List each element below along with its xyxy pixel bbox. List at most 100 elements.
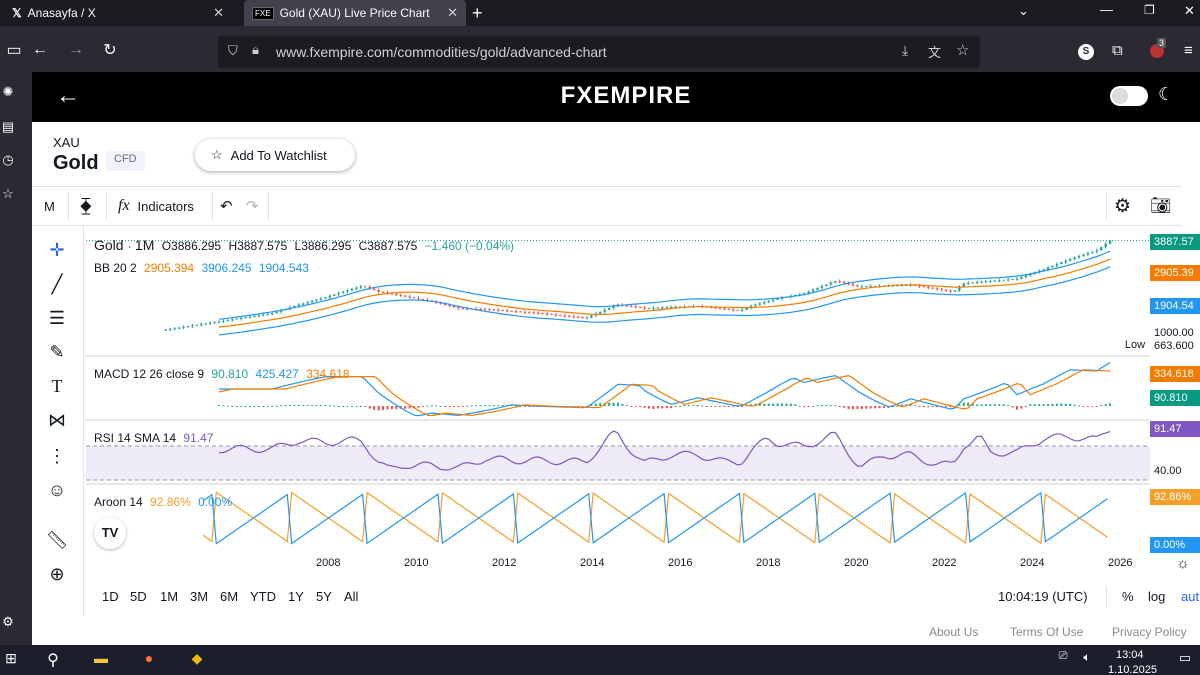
network-icon[interactable]: ⎚ (1058, 650, 1068, 662)
macd-histogram-bar (1069, 403, 1072, 406)
range-3m[interactable]: 3M (190, 589, 209, 604)
emoji-icon[interactable]: ☺ (47, 480, 67, 500)
extensions-icon[interactable]: ⧉ (1112, 42, 1123, 59)
footer-terms[interactable]: Terms Of Use (1010, 625, 1084, 639)
file-explorer-icon[interactable]: ▬ (94, 650, 108, 666)
chatbot-icon[interactable]: ✺ (2, 84, 14, 99)
tab-list-icon[interactable]: ⌄ (1018, 3, 1029, 18)
candles-icon[interactable]: ⧱ (80, 196, 92, 215)
candle-body (337, 293, 340, 295)
utc-clock[interactable]: 10:04:19 (UTC) (998, 589, 1088, 604)
divider (268, 192, 269, 220)
candle-body (612, 306, 615, 309)
ruler-icon[interactable]: 📏︎ (45, 530, 69, 550)
notifications-icon[interactable]: ▭ (1178, 650, 1192, 665)
camera-icon[interactable]: 📷︎ (1150, 196, 1172, 215)
forward-icon[interactable]: → (68, 41, 84, 58)
range-1m[interactable]: 1M (160, 589, 179, 604)
indicators-button[interactable]: fx Indicators (118, 190, 194, 222)
prediction-icon[interactable]: ⋮ (48, 446, 66, 466)
macd-histogram-bar (980, 404, 983, 406)
restore-icon[interactable]: ❐ (1144, 3, 1155, 17)
price-chart[interactable] (86, 226, 1150, 576)
macd-histogram-bar (617, 402, 619, 406)
footer-about[interactable]: About Us (929, 625, 979, 639)
zoom-in-icon[interactable]: ⊕ (49, 564, 65, 584)
range-all[interactable]: All (344, 589, 359, 604)
bookmarks-icon[interactable]: ☆ (2, 186, 14, 201)
add-to-watchlist-button[interactable]: ☆ Add To Watchlist (195, 139, 355, 171)
range-5y[interactable]: 5Y (316, 589, 332, 604)
new-tab-icon[interactable]: + (472, 3, 483, 23)
range-5d[interactable]: 5D (130, 589, 147, 604)
customize-icon[interactable]: ⚙ (2, 614, 14, 629)
tab-x[interactable]: 𝕏 Anasayfa / X ✕ (4, 0, 232, 26)
candle-body (576, 316, 580, 318)
auto-scale-button[interactable]: aut (1181, 589, 1200, 604)
candle-body (949, 290, 952, 292)
sidebar-toggle-icon[interactable]: ▭ (6, 42, 22, 59)
candle-body (1020, 277, 1023, 279)
candle-body (607, 308, 611, 310)
firefox-icon[interactable]: ● (144, 650, 154, 666)
percent-scale-button[interactable]: % (1122, 589, 1134, 604)
url-bar[interactable]: ⛉ 🔒︎ www.fxempire.com/commodities/gold/a… (218, 36, 980, 68)
pattern-icon[interactable]: ⋈ (48, 410, 66, 430)
translate-icon[interactable]: 文 (928, 45, 942, 60)
back-arrow-icon[interactable]: ← (56, 82, 80, 109)
candle-body (1086, 253, 1090, 255)
close-tab-icon[interactable]: ✕ (447, 5, 458, 20)
interval-button[interactable]: M (44, 198, 55, 214)
fxempire-logo[interactable]: FXEMPIRE (560, 82, 692, 109)
bb-lower: 1904.543 (258, 261, 309, 275)
range-1y[interactable]: 1Y (288, 589, 304, 604)
macd-histogram-bar (492, 405, 495, 407)
trendline-icon[interactable]: ╱ (51, 274, 63, 294)
range-ytd[interactable]: YTD (250, 589, 276, 604)
chart-settings-icon[interactable]: ☼ (1176, 555, 1190, 572)
tradingview-logo[interactable]: TV (94, 517, 126, 549)
macd-histogram-bar (1029, 404, 1032, 406)
lock-icon[interactable]: 🔒︎ (252, 42, 259, 57)
minimize-icon[interactable]: — (1100, 2, 1113, 17)
moon-icon[interactable]: ☾ (1158, 84, 1175, 104)
taskbar-time[interactable]: 13:04 (1116, 649, 1144, 661)
close-window-icon[interactable]: ✕ (1184, 3, 1195, 18)
menu-icon[interactable]: ≡ (1184, 42, 1193, 59)
range-1d[interactable]: 1D (102, 589, 119, 604)
undo-icon[interactable]: ↶ (220, 198, 233, 215)
time-axis[interactable] (86, 556, 1150, 576)
text-icon[interactable]: T (51, 376, 63, 396)
crosshair-icon[interactable]: ✛ (49, 240, 65, 260)
tab-fxempire[interactable]: FXE Gold (XAU) Live Price Chart & H ✕ (244, 0, 466, 26)
volume-icon[interactable]: 🔈︎ (1083, 650, 1091, 664)
binance-icon[interactable]: ◆ (191, 650, 203, 666)
candle-body (829, 282, 832, 285)
reload-icon[interactable]: ↻ (103, 42, 117, 59)
history-icon[interactable]: ◷ (2, 152, 14, 167)
footer-privacy[interactable]: Privacy Policy (1112, 625, 1187, 639)
settings-icon[interactable]: ⚙ (1114, 195, 1132, 217)
search-icon[interactable]: ⚲ (47, 652, 59, 669)
synced-tabs-icon[interactable]: ▤ (1, 119, 15, 134)
taskbar-date[interactable]: 1.10.2025 (1108, 664, 1157, 675)
bookmark-star-icon[interactable]: ☆ (956, 42, 970, 59)
macd-histogram-bar (590, 404, 593, 406)
close-tab-icon[interactable]: ✕ (213, 5, 224, 20)
macd-histogram-bar (1104, 404, 1107, 406)
windows-start-icon[interactable]: ⊞ (5, 650, 17, 666)
install-icon[interactable]: ⤓ (902, 42, 909, 58)
candle-body (656, 307, 660, 309)
range-6m[interactable]: 6M (220, 589, 239, 604)
log-scale-button[interactable]: log (1148, 589, 1166, 604)
back-icon[interactable]: ← (32, 41, 48, 58)
brush-icon[interactable]: ✎ (49, 342, 65, 362)
shield-icon[interactable]: ⛉ (228, 43, 238, 58)
macd-histogram-bar (687, 404, 690, 406)
profile-avatar[interactable]: S (1078, 44, 1094, 60)
macd-histogram-bar (293, 404, 296, 406)
redo-icon[interactable]: ↷ (246, 198, 259, 215)
fib-retracement-icon[interactable]: ☰ (48, 308, 66, 328)
macd-histogram-bar (346, 405, 349, 407)
indicators-label: Indicators (137, 198, 194, 214)
